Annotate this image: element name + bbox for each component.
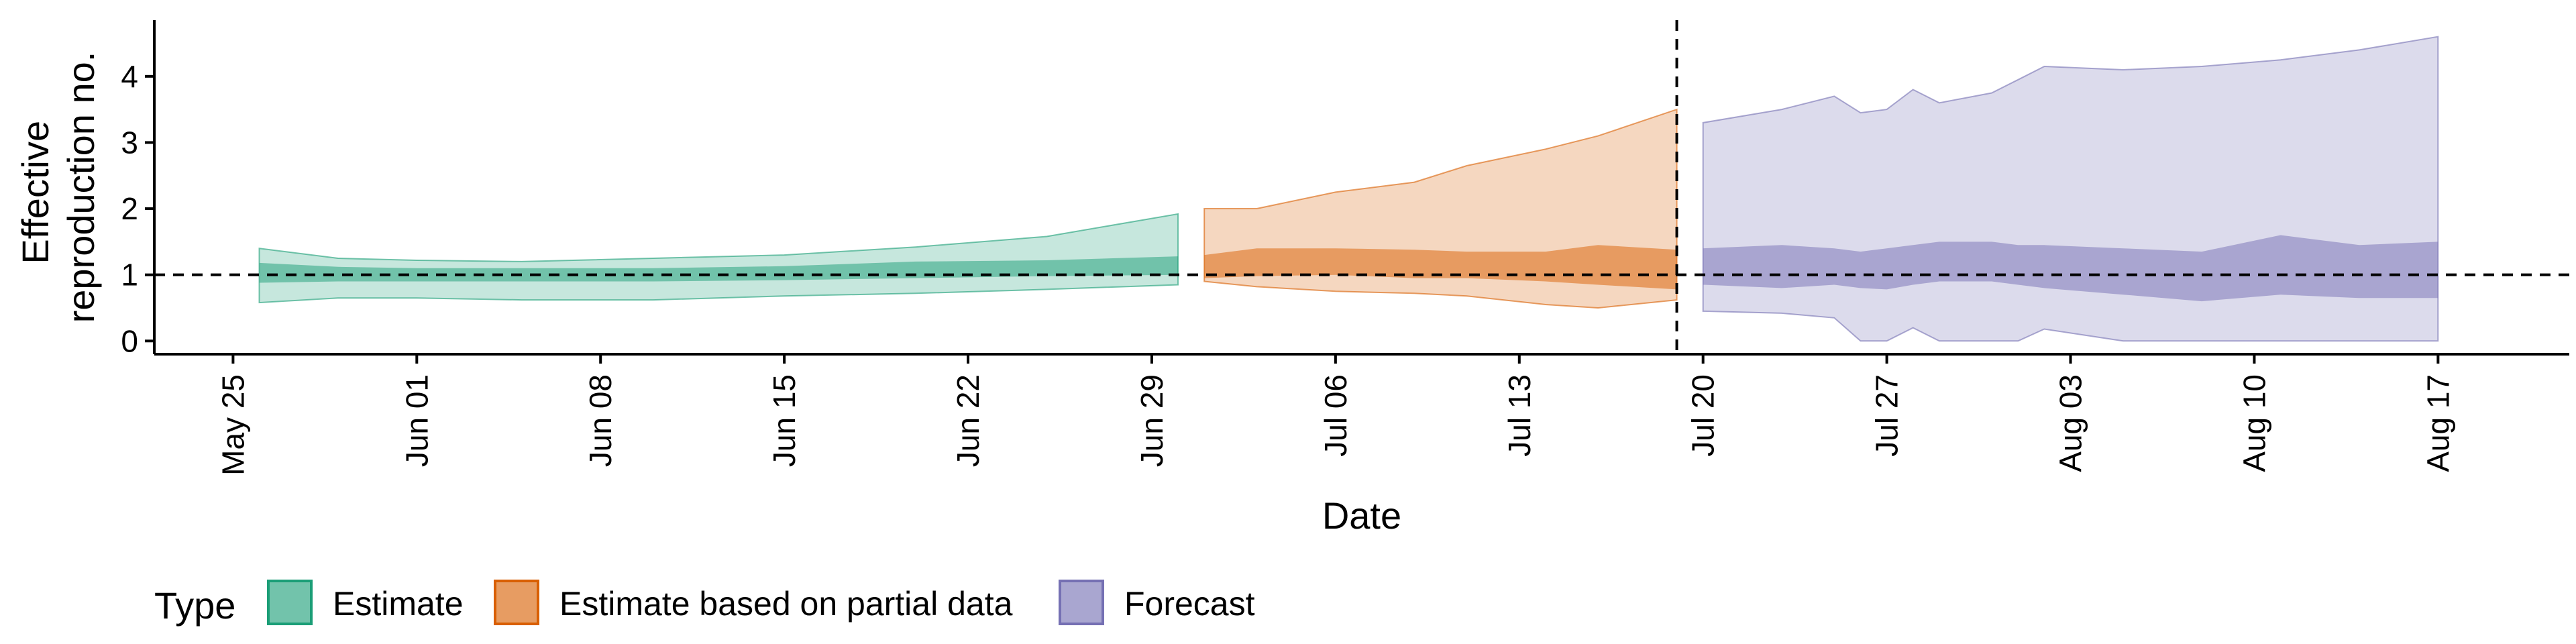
x-tick-label: Aug 03 bbox=[2053, 374, 2088, 472]
x-tick-label: Jul 27 bbox=[1870, 374, 1904, 457]
legend-title: Type bbox=[154, 584, 235, 627]
x-tick-label: Jul 13 bbox=[1502, 374, 1537, 457]
band-inner-estimate-based-on-partial-data bbox=[1204, 245, 1677, 290]
legend-key-estimate-based-on-partial-data bbox=[494, 580, 539, 625]
legend-item-estimate: Estimate bbox=[267, 580, 464, 625]
y-tick-label: 1 bbox=[121, 258, 138, 292]
y-tick-label: 2 bbox=[121, 191, 138, 226]
x-tick-label: Aug 10 bbox=[2237, 374, 2271, 472]
y-axis-title: Effective reproduction no. bbox=[14, 52, 102, 323]
y-tick-label: 3 bbox=[121, 125, 138, 160]
x-axis-title: Date bbox=[1322, 494, 1401, 537]
legend-label: Estimate bbox=[333, 585, 464, 623]
legend-key-forecast bbox=[1059, 580, 1104, 625]
legend-label: Estimate based on partial data bbox=[559, 585, 1013, 623]
x-tick-label: Jun 29 bbox=[1134, 374, 1169, 467]
axes: 0 1 2 3 4 May 25 Jun 01 Jun 08 Jun 15 Jun 22 Jun 2… bbox=[121, 20, 2569, 476]
y-axis-title-line-2: reproduction no. bbox=[60, 52, 102, 323]
band-outer-estimate bbox=[258, 213, 1179, 304]
x-tick-label: May 25 bbox=[215, 374, 250, 476]
x-tick-label: Jul 06 bbox=[1318, 374, 1353, 457]
y-tick-label: 0 bbox=[121, 323, 138, 358]
legend: Type Estimate Estimate based on partial d… bbox=[154, 580, 1255, 627]
x-tick-label: Jun 22 bbox=[951, 374, 985, 467]
legend-item-forecast: Forecast bbox=[1059, 580, 1255, 625]
x-tick-label: Jun 08 bbox=[583, 374, 618, 467]
x-tick-label: Jul 20 bbox=[1686, 374, 1721, 457]
x-tick-label: Aug 17 bbox=[2420, 374, 2455, 472]
legend-label: Forecast bbox=[1124, 585, 1255, 623]
y-tick-label: 4 bbox=[121, 59, 138, 94]
x-tick-label: Jun 15 bbox=[767, 374, 802, 467]
plot-area bbox=[154, 20, 2569, 354]
legend-item-estimate-based-on-partial-data: Estimate based on partial data bbox=[494, 580, 1013, 625]
x-tick-label: Jun 01 bbox=[399, 374, 434, 467]
y-axis-title-line-1: Effective bbox=[14, 121, 56, 264]
legend-key-estimate bbox=[267, 580, 313, 625]
band-inner-forecast bbox=[1703, 235, 2438, 302]
